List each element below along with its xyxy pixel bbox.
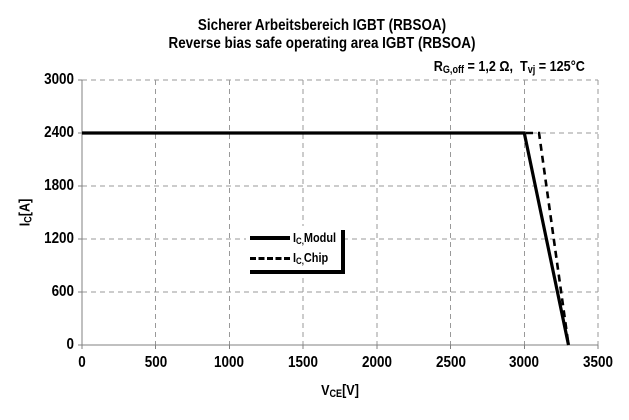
series-ic-modul <box>82 131 571 346</box>
y-tick-label: 0 <box>66 336 74 353</box>
chart-title: Sicherer Arbeitsbereich IGBT (RBSOA) Rev… <box>10 17 629 52</box>
chart-title-line1: Sicherer Arbeitsbereich IGBT (RBSOA) <box>197 17 447 34</box>
subscript: vj <box>527 63 536 76</box>
text-part: Modul <box>303 229 337 245</box>
text-part: = 1,2 Ω, <box>464 58 521 75</box>
x-tick-label: 2000 <box>361 354 392 371</box>
text-part: I <box>16 222 34 227</box>
subscript: C, <box>296 255 304 266</box>
legend: IC,Modul IC,Chip <box>246 226 341 270</box>
x-axis-title: VCE[V] <box>290 382 391 400</box>
legend-line-sample-dashed <box>250 256 290 260</box>
y-tick-label: 1800 <box>44 177 74 194</box>
text-part: = 125°C <box>535 58 585 75</box>
x-tick-label: 500 <box>144 354 167 371</box>
text-part: Chip <box>303 249 329 265</box>
chart-title-line2: Reverse bias safe operating area IGBT (R… <box>168 34 476 52</box>
subscript: G,off <box>443 63 465 76</box>
x-tick-label: 3000 <box>509 354 540 371</box>
x-tick-label: 1000 <box>214 354 245 371</box>
y-tick-label: 3000 <box>44 71 74 88</box>
series-ic-chip <box>82 131 570 346</box>
x-tick-label: 2500 <box>435 354 466 371</box>
x-tick-label: 0 <box>78 354 86 371</box>
text-part: I <box>293 229 297 245</box>
text-part: [A] <box>16 198 34 217</box>
subscript: CE <box>329 387 343 400</box>
text-part: I <box>293 249 297 265</box>
test-conditions: RG,off = 1,2 Ω, Tvj = 125°C <box>433 58 585 76</box>
legend-entry: IC,Chip <box>246 248 341 268</box>
subscript: C <box>22 216 35 223</box>
legend-line-sample-solid <box>250 236 290 240</box>
legend-entry: IC,Modul <box>246 228 341 248</box>
y-tick-label: 2400 <box>44 124 74 141</box>
text-part: R <box>433 58 444 75</box>
legend-label: IC,Modul <box>293 229 337 246</box>
x-tick-label: 1500 <box>288 354 319 371</box>
subscript: C, <box>296 235 304 246</box>
y-tick-label: 600 <box>51 283 74 300</box>
text-part: [V] <box>342 382 359 399</box>
x-tick-label: 3500 <box>583 354 613 371</box>
text-part: V <box>321 382 330 399</box>
text-part: T <box>520 58 528 75</box>
legend-label: IC,Chip <box>293 249 329 266</box>
y-tick-label: 1200 <box>44 230 74 247</box>
